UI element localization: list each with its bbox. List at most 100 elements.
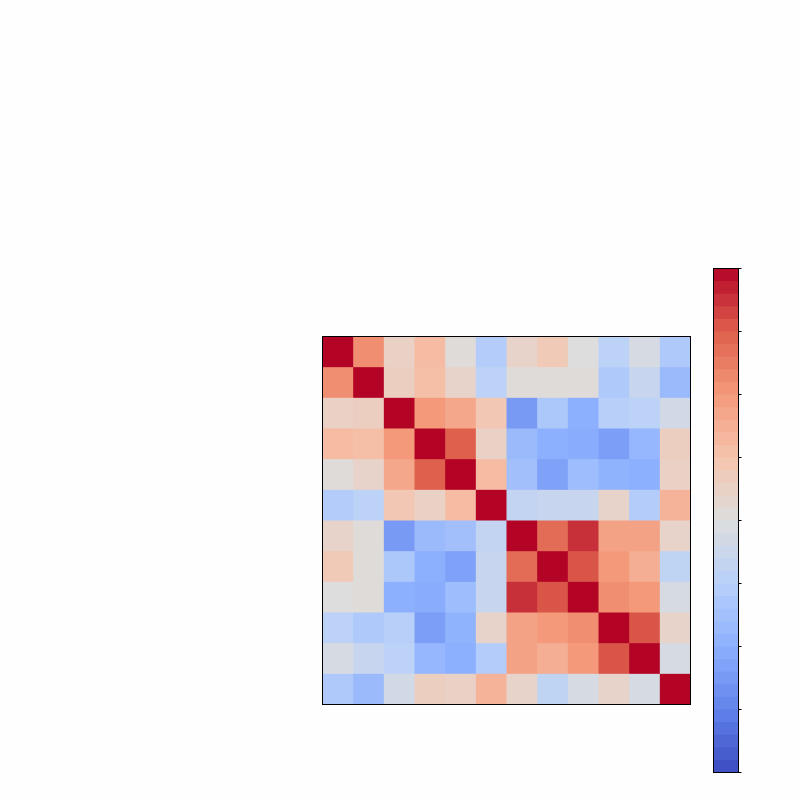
heatmap-cell bbox=[567, 643, 599, 675]
heatmap-cell bbox=[506, 367, 538, 399]
heatmap-cell bbox=[445, 489, 477, 521]
heatmap-cell bbox=[567, 459, 599, 491]
colorbar-level bbox=[713, 684, 739, 698]
heatmap-cell bbox=[506, 581, 538, 613]
heatmap-cell bbox=[475, 397, 507, 429]
heatmap-cell bbox=[414, 459, 446, 491]
heatmap-cell bbox=[475, 643, 507, 675]
heatmap-cell bbox=[383, 397, 415, 429]
heatmap-cell bbox=[445, 643, 477, 675]
heatmap-cell bbox=[445, 367, 477, 399]
colorbar-level bbox=[713, 470, 739, 484]
heatmap-cell bbox=[598, 581, 630, 613]
heatmap-cell bbox=[598, 336, 630, 368]
colorbar bbox=[713, 268, 739, 773]
heatmap-cell bbox=[322, 336, 354, 368]
heatmap-cell bbox=[475, 520, 507, 552]
heatmap-cell bbox=[506, 459, 538, 491]
heatmap-cell bbox=[629, 551, 661, 583]
heatmap-cell bbox=[414, 643, 446, 675]
heatmap-cell bbox=[567, 520, 599, 552]
colorbar-level bbox=[713, 507, 739, 521]
heatmap-cell bbox=[322, 459, 354, 491]
heatmap-cell bbox=[629, 612, 661, 644]
colorbar-level bbox=[713, 293, 739, 307]
heatmap-cell bbox=[506, 428, 538, 460]
colorbar-level bbox=[713, 646, 739, 660]
heatmap-cell bbox=[598, 520, 630, 552]
colorbar-level bbox=[713, 696, 739, 710]
heatmap-cell bbox=[629, 581, 661, 613]
colorbar-level bbox=[713, 608, 739, 622]
heatmap-cell bbox=[445, 612, 477, 644]
heatmap-cell bbox=[383, 489, 415, 521]
heatmap-cell bbox=[537, 581, 569, 613]
heatmap-cell bbox=[506, 520, 538, 552]
heatmap-cell bbox=[659, 581, 691, 613]
heatmap-cell bbox=[353, 673, 385, 705]
heatmap-cell bbox=[537, 459, 569, 491]
heatmap-cell bbox=[629, 336, 661, 368]
heatmap-cell bbox=[537, 428, 569, 460]
heatmap-cell bbox=[506, 551, 538, 583]
heatmap-cell bbox=[445, 551, 477, 583]
heatmap-cell bbox=[353, 428, 385, 460]
heatmap-cell bbox=[414, 397, 446, 429]
colorbar-level bbox=[713, 570, 739, 584]
heatmap-cell bbox=[445, 520, 477, 552]
colorbar-level bbox=[713, 520, 739, 534]
colorbar-level bbox=[713, 306, 739, 320]
heatmap-cell bbox=[659, 428, 691, 460]
heatmap-cell bbox=[475, 673, 507, 705]
heatmap-cell bbox=[659, 520, 691, 552]
heatmap-cells bbox=[322, 336, 691, 705]
heatmap-cell bbox=[414, 520, 446, 552]
heatmap-cell bbox=[322, 397, 354, 429]
heatmap-cell bbox=[445, 673, 477, 705]
heatmap-cell bbox=[383, 612, 415, 644]
heatmap-cell bbox=[537, 489, 569, 521]
colorbar-level bbox=[713, 583, 739, 597]
heatmap-cell bbox=[414, 673, 446, 705]
colorbar-level bbox=[713, 394, 739, 408]
colorbar-level bbox=[713, 432, 739, 446]
heatmap-cell bbox=[353, 336, 385, 368]
heatmap-cell bbox=[598, 489, 630, 521]
heatmap-cell bbox=[567, 612, 599, 644]
heatmap-cell bbox=[445, 581, 477, 613]
heatmap-cell bbox=[475, 428, 507, 460]
heatmap-cell bbox=[353, 612, 385, 644]
heatmap-cell bbox=[629, 643, 661, 675]
heatmap-cell bbox=[659, 367, 691, 399]
heatmap-cell bbox=[629, 520, 661, 552]
heatmap-cell bbox=[414, 551, 446, 583]
heatmap-cell bbox=[414, 489, 446, 521]
colorbar-level bbox=[713, 381, 739, 395]
heatmap-cell bbox=[506, 336, 538, 368]
heatmap-cell bbox=[537, 336, 569, 368]
heatmap-cell bbox=[537, 551, 569, 583]
heatmap-cell bbox=[475, 551, 507, 583]
colorbar-level bbox=[713, 747, 739, 761]
heatmap-cell bbox=[414, 367, 446, 399]
heatmap-cell bbox=[659, 643, 691, 675]
colorbar-level bbox=[713, 419, 739, 433]
heatmap-cell bbox=[475, 336, 507, 368]
heatmap-cell bbox=[567, 551, 599, 583]
heatmap-cell bbox=[506, 397, 538, 429]
colorbar-level bbox=[713, 533, 739, 547]
heatmap-cell bbox=[567, 489, 599, 521]
heatmap-cell bbox=[629, 367, 661, 399]
heatmap-cell bbox=[322, 551, 354, 583]
heatmap-cell bbox=[322, 428, 354, 460]
colorbar-level bbox=[713, 281, 739, 295]
heatmap-cell bbox=[598, 612, 630, 644]
heatmap-cell bbox=[475, 367, 507, 399]
heatmap-cell bbox=[414, 336, 446, 368]
heatmap-cell bbox=[353, 551, 385, 583]
heatmap-cell bbox=[659, 673, 691, 705]
colorbar-level bbox=[713, 734, 739, 748]
colorbar-level bbox=[713, 407, 739, 421]
heatmap-cell bbox=[383, 428, 415, 460]
